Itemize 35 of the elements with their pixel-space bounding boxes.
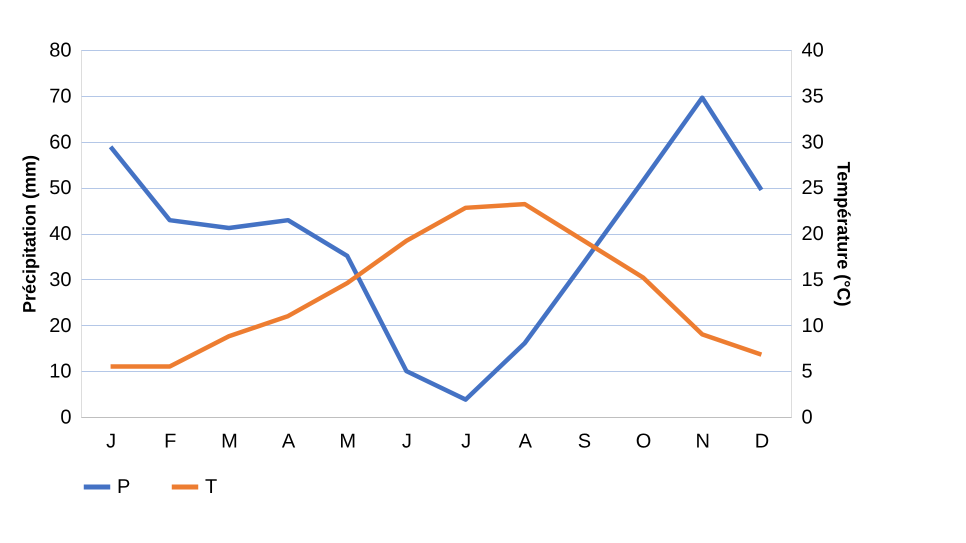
x-tick-label: J (106, 430, 116, 452)
y-tick-label: 30 (49, 268, 72, 291)
y2-tick-label: 0 (802, 406, 813, 428)
x-tick-label: A (282, 430, 296, 452)
y-tick-label: 10 (49, 360, 72, 383)
y2-tick-label: 10 (802, 314, 824, 337)
x-tick-label: N (696, 430, 710, 452)
x-tick-label: F (164, 430, 176, 452)
y2-tick-label: 35 (802, 85, 824, 108)
y2-tick-label: 20 (802, 223, 824, 245)
legend-label: P (117, 476, 130, 498)
y-tick-label: 0 (60, 406, 72, 428)
y-tick-label: 50 (49, 177, 72, 200)
x-tick-label: M (339, 430, 356, 452)
line-series (108, 95, 764, 402)
x-tick-label: M (221, 430, 238, 452)
y2-tick-label: 15 (802, 268, 824, 291)
y2-tick-label: 5 (802, 360, 813, 383)
x-tick-label: J (402, 430, 412, 452)
y-tick-label: 40 (49, 223, 72, 245)
y2-tick-label: 40 (802, 40, 824, 62)
y-tick-label: 70 (49, 85, 72, 108)
y-tick-label: 20 (49, 314, 72, 337)
x-tick-label: J (461, 430, 472, 452)
x-tick-label: A (518, 430, 533, 452)
y-axis-title: Précipitation (mm) (19, 154, 40, 314)
x-tick-label: O (636, 430, 652, 452)
x-tick-label: D (754, 430, 770, 452)
legend-label: T (205, 476, 218, 498)
x-tick-label: S (578, 430, 592, 452)
y2-axis-title: Température (°C) (834, 162, 854, 306)
y-tick-label: 60 (49, 131, 72, 154)
y2-tick-label: 30 (802, 131, 824, 154)
y-tick-label: 80 (49, 40, 72, 62)
y2-tick-label: 25 (802, 177, 824, 200)
